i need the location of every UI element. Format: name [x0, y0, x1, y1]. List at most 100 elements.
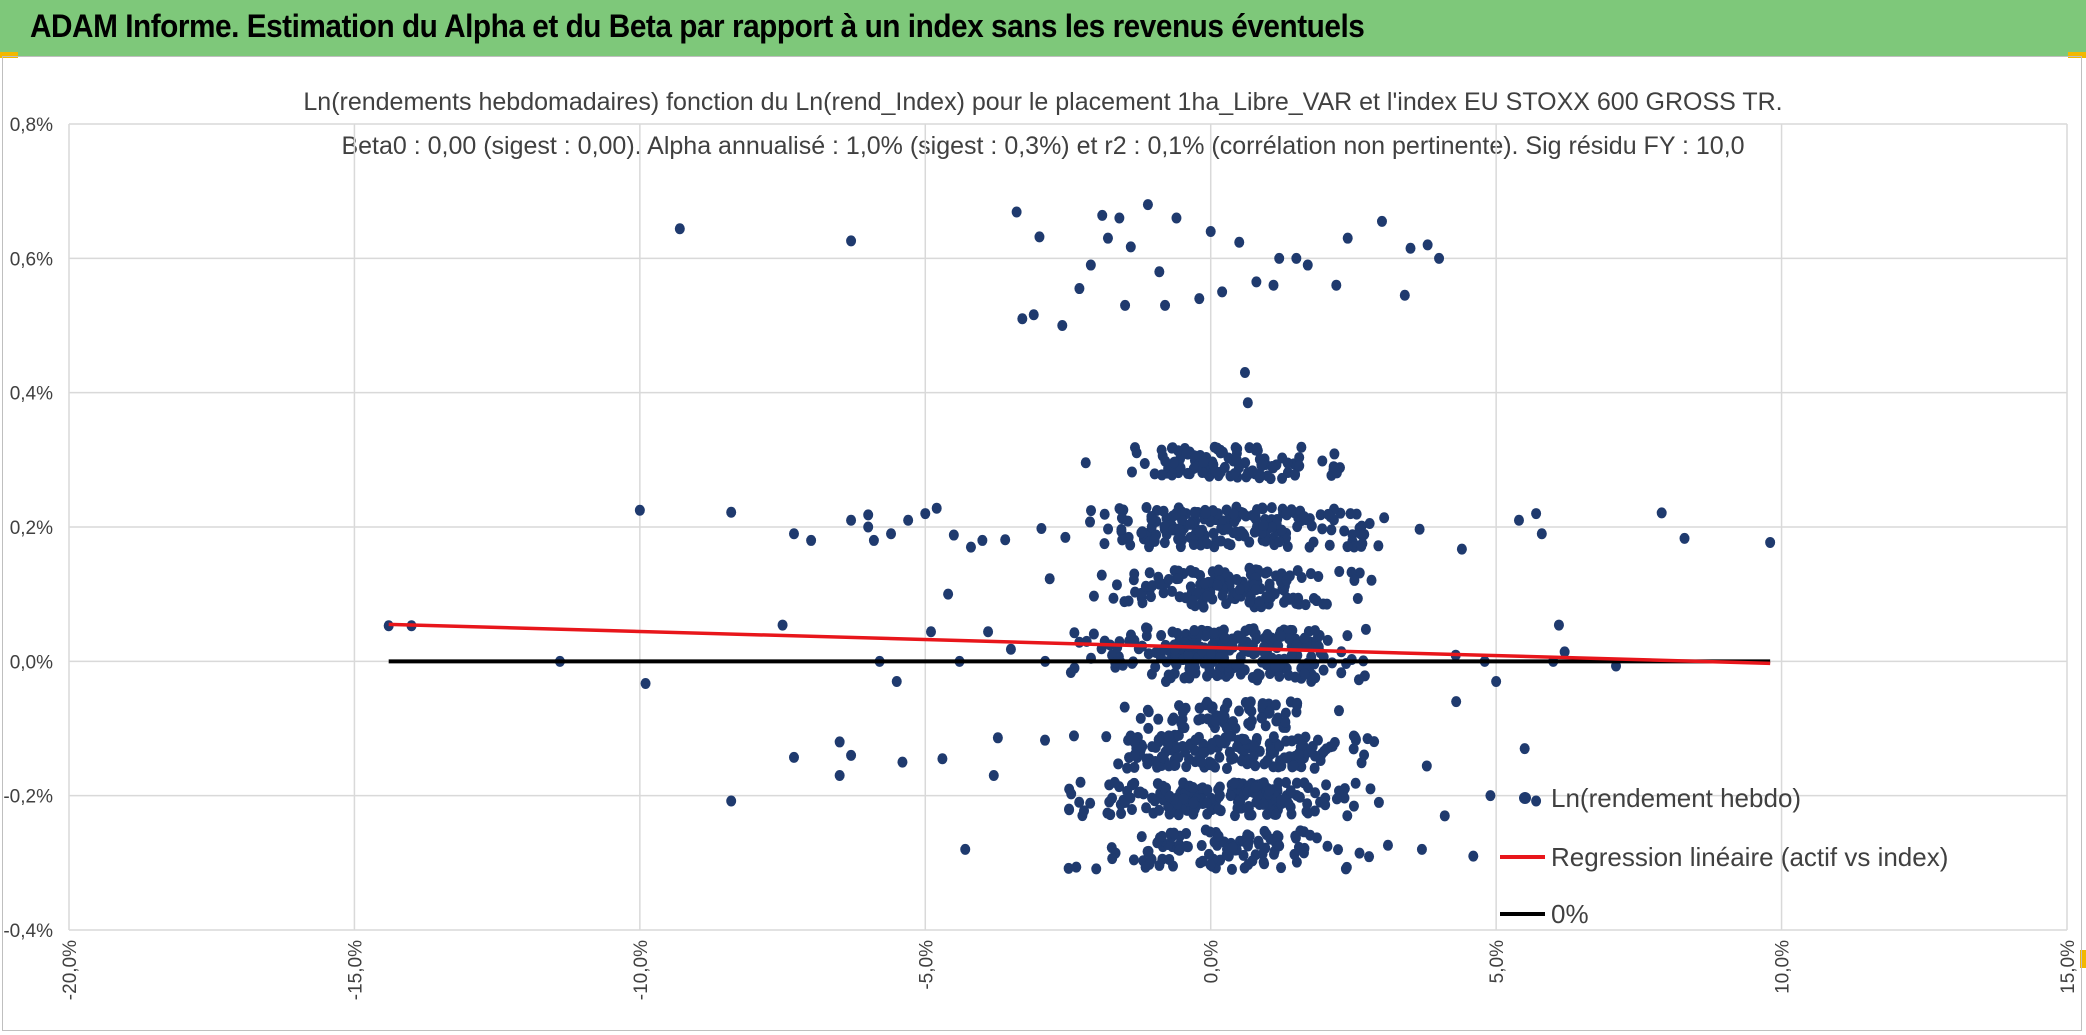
data-point	[1281, 776, 1292, 788]
data-point	[1185, 581, 1196, 593]
data-point	[1222, 523, 1233, 535]
data-point	[1005, 643, 1016, 655]
data-point	[1202, 713, 1213, 725]
data-point	[1143, 722, 1154, 734]
data-point	[1150, 661, 1161, 673]
data-point	[1311, 595, 1322, 607]
y-tick-label: 0,0%	[10, 652, 53, 673]
data-point	[1177, 706, 1188, 718]
data-point	[1250, 760, 1261, 772]
data-point	[1279, 596, 1290, 608]
data-point	[1468, 850, 1479, 862]
data-point	[1260, 535, 1271, 547]
data-point	[1379, 512, 1390, 524]
data-point	[1364, 851, 1375, 863]
data-point	[1250, 584, 1261, 596]
data-point	[1208, 459, 1219, 471]
data-point	[1276, 760, 1287, 772]
data-point	[1108, 592, 1119, 604]
data-point	[1331, 279, 1342, 291]
data-point	[1028, 309, 1039, 321]
data-point	[1159, 537, 1170, 549]
data-point	[1248, 740, 1259, 752]
data-point	[1102, 232, 1113, 244]
data-point	[1129, 736, 1140, 748]
data-point	[1248, 750, 1259, 762]
data-point	[1205, 225, 1216, 237]
data-point	[1199, 577, 1210, 589]
data-point	[1356, 540, 1367, 552]
data-point	[1196, 839, 1207, 851]
data-point	[1194, 702, 1205, 714]
data-point	[897, 756, 908, 768]
data-point	[1107, 853, 1118, 865]
data-point	[1242, 397, 1253, 409]
data-point	[1097, 209, 1108, 221]
data-point	[988, 770, 999, 782]
data-point	[1190, 734, 1201, 746]
data-point	[1282, 752, 1293, 764]
data-point	[1217, 446, 1228, 458]
data-point	[1137, 597, 1148, 609]
data-point	[1128, 854, 1139, 866]
data-point	[1075, 776, 1086, 788]
data-point	[1164, 790, 1175, 802]
data-point	[1373, 796, 1384, 808]
data-point	[1491, 675, 1502, 687]
data-point	[1174, 524, 1185, 536]
data-point	[1163, 801, 1174, 813]
data-point	[1238, 528, 1249, 540]
data-point	[1247, 855, 1258, 867]
data-point	[1236, 755, 1247, 767]
data-point	[1173, 809, 1184, 821]
data-point	[1251, 504, 1262, 516]
data-point	[1421, 760, 1432, 772]
data-point	[1281, 575, 1292, 587]
data-point	[1171, 212, 1182, 224]
data-point	[1140, 861, 1151, 873]
data-point	[1328, 461, 1339, 473]
data-point	[1145, 591, 1156, 603]
data-point	[1153, 713, 1164, 725]
data-point	[1366, 574, 1377, 586]
data-point	[1553, 619, 1564, 631]
data-point	[1202, 538, 1213, 550]
data-point	[1141, 802, 1152, 814]
data-point	[1044, 573, 1055, 585]
data-point	[1333, 844, 1344, 856]
data-point	[1234, 705, 1245, 717]
data-point	[1254, 595, 1265, 607]
data-point	[1310, 625, 1321, 637]
data-point	[1348, 800, 1359, 812]
data-point	[1085, 797, 1096, 809]
data-point	[1129, 761, 1140, 773]
data-point	[1439, 810, 1450, 822]
data-point	[1306, 743, 1317, 755]
data-point	[1231, 526, 1242, 538]
data-point	[1184, 753, 1195, 765]
data-point	[1342, 630, 1353, 642]
data-point	[1485, 790, 1496, 802]
x-tick-label: 10,0%	[1773, 940, 1794, 994]
data-point	[1184, 518, 1195, 530]
corner-marker	[2080, 950, 2086, 968]
data-point	[1135, 786, 1146, 798]
data-point	[1416, 843, 1427, 855]
data-point	[1142, 199, 1153, 211]
data-point	[640, 677, 651, 689]
data-point	[1144, 567, 1155, 579]
data-point	[1238, 849, 1249, 861]
data-point	[1354, 567, 1365, 579]
data-point	[1299, 668, 1310, 680]
data-point	[1245, 696, 1256, 708]
data-point	[1198, 456, 1209, 468]
data-point	[1163, 730, 1174, 742]
data-point	[1129, 749, 1140, 761]
data-point	[1214, 791, 1225, 803]
data-point	[1277, 472, 1288, 484]
data-point	[1258, 519, 1269, 531]
data-point	[1143, 706, 1154, 718]
data-point	[1536, 528, 1547, 540]
data-point	[1188, 538, 1199, 550]
data-point	[1309, 805, 1320, 817]
